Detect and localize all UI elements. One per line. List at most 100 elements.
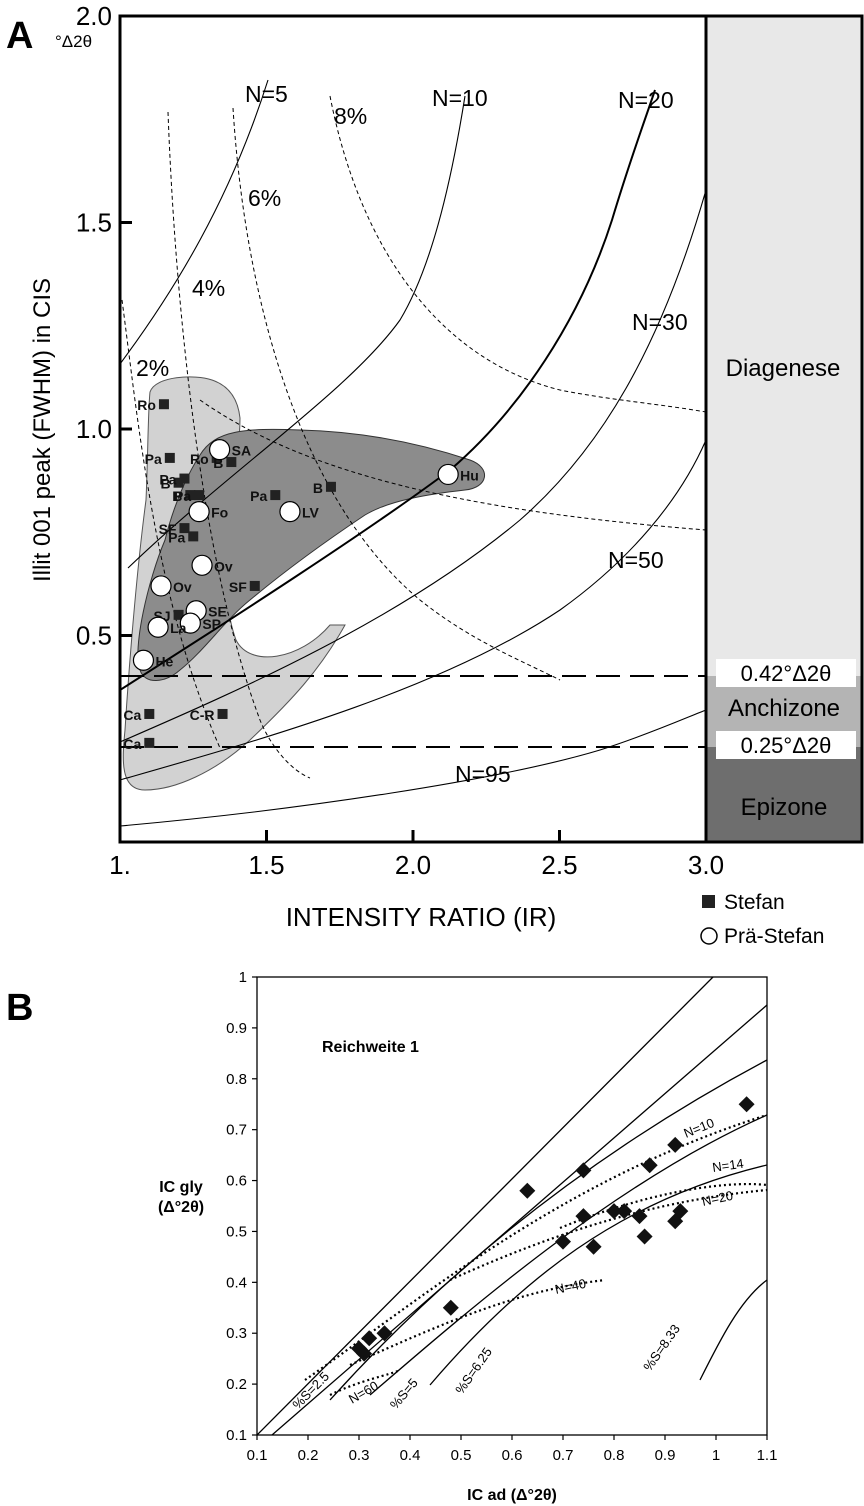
threshold-025-label-box: [716, 731, 856, 759]
curve-n20: [120, 89, 656, 691]
a-x-tick-label: 3.0: [688, 850, 724, 880]
b-diamond-point: [585, 1238, 602, 1255]
b-x-tick-label: 0.5: [451, 1447, 472, 1464]
b-diamond-point: [738, 1096, 755, 1113]
pra-stefan-point-label: LV: [302, 505, 320, 521]
b-x-tick-label: 0.9: [655, 1447, 676, 1464]
panel-b-y-label-line1: IC gly: [159, 1179, 203, 1196]
percent-label-8: 8%: [334, 103, 367, 129]
b-diamond-point: [555, 1233, 571, 1250]
b-x-tick-label: 1: [712, 1447, 720, 1464]
stefan-point: [194, 490, 205, 501]
panel-a-x-axis-label: INTENSITY RATIO (IR): [286, 902, 557, 932]
curve-4pct: [167, 111, 311, 779]
stefan-point: [158, 399, 169, 410]
curve-2pct: [121, 299, 221, 749]
a-x-tick-label: 2.0: [395, 850, 431, 880]
b-line-1: [257, 977, 714, 1435]
b-x-tick-label: 0.2: [298, 1447, 319, 1464]
pra-stefan-point-label: Hu: [460, 467, 479, 483]
b-line-3: [329, 1059, 767, 1401]
stefan-point-label: SF: [229, 579, 247, 595]
b-x-tick-label: 0.1: [247, 1447, 268, 1464]
b-diamond-point: [376, 1325, 393, 1342]
pra-stefan-point: [132, 649, 155, 671]
panel-b-annotation: Reichweite 1: [322, 1039, 419, 1056]
panel-b-x-label: IC ad (Δ°2θ): [467, 1487, 557, 1504]
b-label-n40: N=40: [554, 1276, 588, 1297]
stefan-point-label: SF: [159, 521, 177, 537]
panel-b-y-label-line2: (Δ°2θ): [158, 1199, 204, 1216]
threshold-042-label-box: [716, 659, 856, 687]
b-x-tick-label: 0.4: [400, 1447, 421, 1464]
pra-stefan-point: [279, 501, 301, 523]
b-label-n20: N=20: [701, 1188, 735, 1209]
b-y-tick-label: 0.3: [226, 1325, 247, 1342]
stefan-point: [226, 457, 237, 468]
stefan-point: [179, 523, 190, 534]
legend-pra-stefan-label: Prä-Stefan: [724, 925, 824, 948]
a-y-tick-label: 1.5: [76, 208, 112, 238]
a-x-tick-label: 1.: [109, 850, 131, 880]
stefan-point-label: Pa: [174, 488, 191, 504]
stefan-point: [179, 473, 190, 484]
stefan-point: [249, 580, 260, 591]
curve-label-n10: N=10: [432, 85, 488, 111]
threshold-025-label: 0.25°Δ2θ: [741, 733, 832, 758]
curve-label-n50: N=50: [608, 547, 664, 573]
curve-n95: [120, 709, 706, 827]
b-y-tick-label: 1: [239, 969, 247, 986]
curve-label-n5: N=5: [245, 81, 288, 107]
pra-stefan-point: [150, 575, 172, 597]
percent-label-2: 2%: [136, 355, 169, 381]
percent-label-6: 6%: [248, 185, 281, 211]
percent-label-4: 4%: [192, 275, 225, 301]
stefan-point-label: Ca: [123, 707, 141, 723]
b-label-s5: %S=5: [387, 1375, 421, 1412]
stefan-point: [325, 481, 336, 492]
pra-stefan-point-label: Fo: [211, 505, 228, 521]
curve-n30: [120, 189, 706, 743]
b-y-tick-label: 0.6: [226, 1173, 247, 1190]
a-y-tick-label: 1.0: [76, 414, 112, 444]
b-line-5: [429, 1164, 767, 1386]
b-y-tick-label: 0.8: [226, 1071, 247, 1088]
b-diamond-point: [575, 1162, 592, 1179]
stefan-point-label: B: [313, 480, 323, 496]
b-y-tick-label: 0.1: [226, 1427, 247, 1444]
pra-stefan-point-label: Ov: [214, 558, 233, 574]
b-line-2: [271, 1004, 767, 1435]
b-label-n10: N=10: [682, 1115, 717, 1141]
curve-8pct: [329, 95, 706, 413]
b-dotted-n10: [304, 1113, 767, 1381]
b-diamond-point: [636, 1228, 653, 1245]
stefan-point-label: Pa: [250, 488, 267, 504]
stefan-point-label: Ro: [137, 397, 156, 413]
pra-stefan-point-label: SE: [208, 604, 227, 620]
curve-6pct: [232, 107, 561, 681]
b-y-tick-label: 0.7: [226, 1122, 247, 1139]
stefan-point: [188, 531, 199, 542]
b-x-tick-label: 0.7: [553, 1447, 574, 1464]
pra-stefan-point-label: SA: [232, 443, 251, 459]
panel-a-y-unit: °Δ2θ: [55, 32, 92, 51]
panel-a-y-axis-label: Illit 001 peak (FWHM) in CIS: [29, 278, 56, 582]
a-x-tick-label: 2.5: [541, 850, 577, 880]
pra-stefan-point: [437, 463, 459, 486]
stefan-point: [173, 609, 184, 620]
stefan-point-label: B: [213, 455, 223, 471]
stefan-point-label: B: [160, 476, 170, 492]
legend-pra-stefan-circle-icon: [700, 927, 718, 945]
curve-label-n95: N=95: [455, 761, 511, 787]
pra-stefan-point-label: La: [170, 620, 187, 636]
b-diamond-point: [519, 1182, 536, 1199]
b-diamond-point: [672, 1203, 689, 1220]
stefan-point-label: Ro: [190, 451, 209, 467]
b-diamond-point: [575, 1208, 592, 1225]
b-x-tick-label: 0.8: [604, 1447, 625, 1464]
b-diamond-point: [606, 1203, 622, 1220]
stefan-point-label: Pa: [168, 529, 185, 545]
curve-label-n30: N=30: [632, 309, 688, 335]
stefan-point: [185, 490, 196, 501]
b-dotted-n20: [449, 1188, 767, 1282]
